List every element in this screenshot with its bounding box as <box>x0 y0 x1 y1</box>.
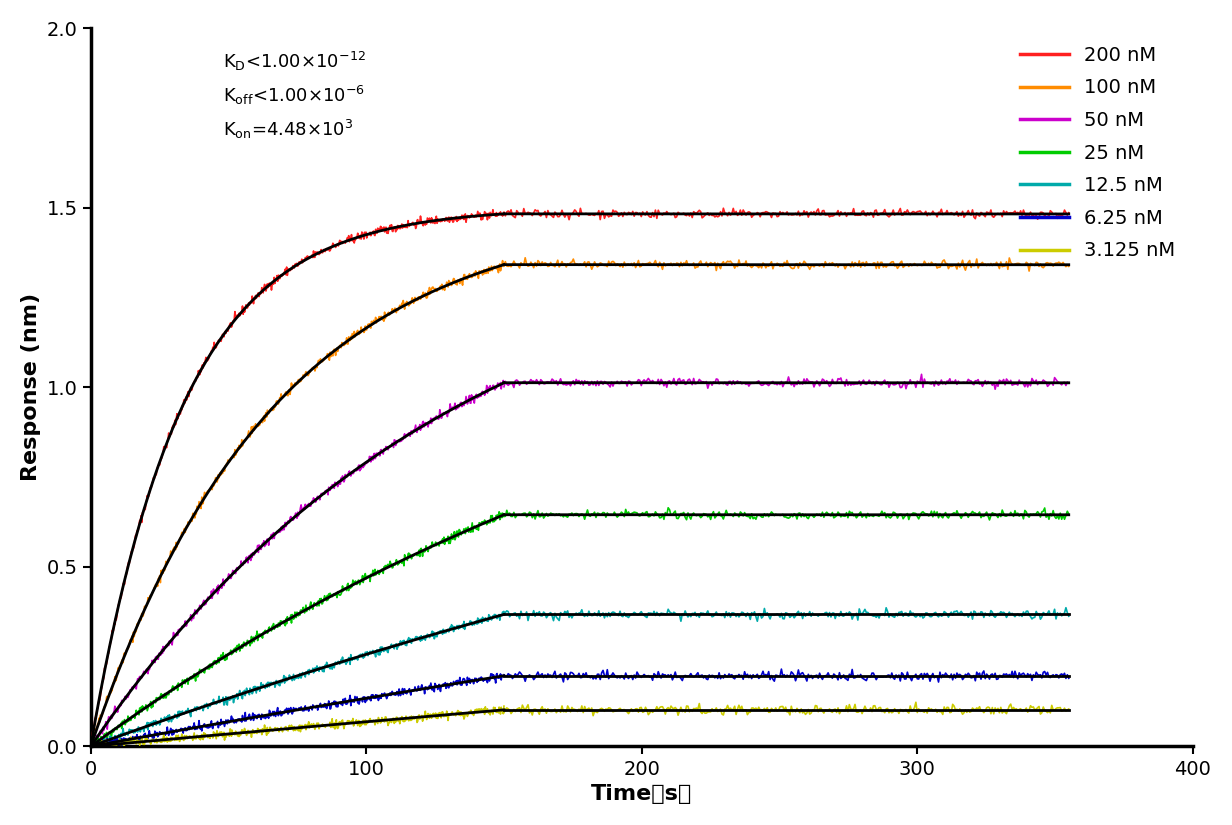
X-axis label: Time（s）: Time（s） <box>591 785 692 804</box>
Y-axis label: Response (nm): Response (nm) <box>21 294 41 482</box>
Text: K$_\mathrm{D}$<1.00×10$^{-12}$
K$_\mathrm{off}$<1.00×10$^{-6}$
K$_\mathrm{on}$=4: K$_\mathrm{D}$<1.00×10$^{-12}$ K$_\mathr… <box>223 50 366 141</box>
Legend: 200 nM, 100 nM, 50 nM, 25 nM, 12.5 nM, 6.25 nM, 3.125 nM: 200 nM, 100 nM, 50 nM, 25 nM, 12.5 nM, 6… <box>1013 38 1183 268</box>
